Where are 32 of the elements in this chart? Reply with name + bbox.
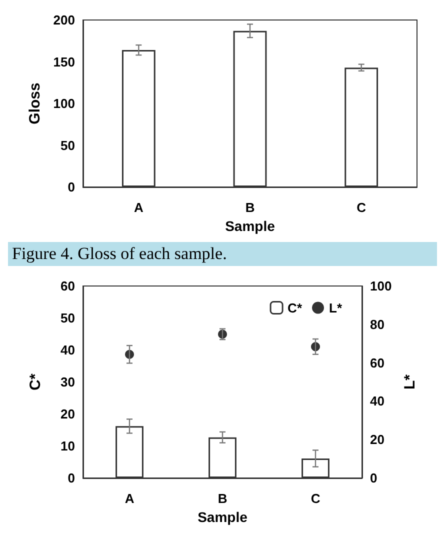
y2-tick-label: 20: [370, 432, 384, 448]
legend-label: C*: [288, 300, 303, 316]
y2-axis-title: L*: [402, 374, 419, 390]
y-tick-label: 50: [60, 310, 75, 326]
x-tick-label: C: [310, 491, 321, 506]
y-tick-label: 20: [60, 406, 75, 422]
y2-tick-label: 100: [370, 278, 392, 294]
y-tick-label: 150: [53, 54, 75, 70]
y-tick-label: 50: [60, 138, 75, 153]
y-tick-label: 30: [60, 374, 75, 390]
y-tick-label: 40: [60, 342, 75, 358]
x-tick-label: C: [356, 200, 367, 215]
caption: Figure 4. Gloss of each sample.: [8, 242, 437, 266]
y-axis-title: Gloss: [26, 82, 44, 124]
y-tick-label: 0: [68, 470, 75, 486]
x-tick-label: A: [124, 491, 135, 506]
y2-tick-label: 0: [370, 470, 378, 486]
x-tick-label: A: [134, 200, 144, 215]
x-tick-label: B: [218, 491, 228, 506]
y2-tick-label: 80: [370, 316, 384, 332]
y-tick-label: 60: [60, 278, 75, 294]
y-tick-label: 0: [68, 180, 75, 194]
y2-tick-label: 40: [370, 394, 384, 409]
y-tick-label: 10: [60, 438, 75, 454]
y2-tick-label: 60: [370, 355, 384, 370]
x-tick-label: B: [245, 200, 255, 215]
y-axis-title: C*: [27, 374, 44, 390]
y-tick-label: 100: [53, 96, 75, 111]
x-axis-title: Sample: [198, 509, 248, 525]
x-axis-title: Sample: [225, 218, 276, 234]
y-tick-label: 200: [53, 12, 75, 28]
legend-label: L*: [329, 300, 343, 316]
